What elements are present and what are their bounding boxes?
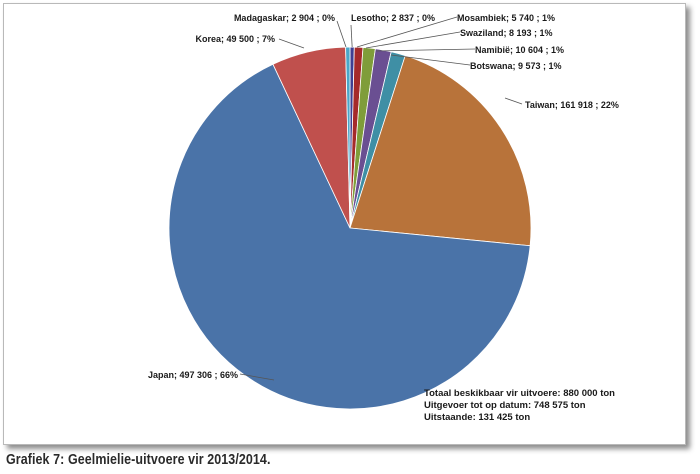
slice-label: Lesotho; 2 837 ; 0% <box>351 13 435 23</box>
leader-line <box>239 373 275 381</box>
leader-line <box>336 20 347 48</box>
pie-chart: Lesotho; 2 837 ; 0% Mosambiek; 5 740 ; 1%… <box>148 13 619 423</box>
leader-line <box>356 16 458 48</box>
pie-slice-madagaskar <box>345 46 351 229</box>
slice-label: Korea; 49 500 ; 7% <box>195 34 275 44</box>
slice-label: Namibië; 10 604 ; 1% <box>475 45 564 55</box>
slice-label: Madagaskar; 2 904 ; 0% <box>234 13 335 23</box>
summary-line: Totaal beskikbaar vir uitvoere: 880 000 … <box>424 388 615 399</box>
leader-line <box>278 38 305 49</box>
slice-label: Taiwan; 161 918 ; 22% <box>525 100 619 110</box>
pie-slices <box>168 46 532 410</box>
slice-labels: Lesotho; 2 837 ; 0% Mosambiek; 5 740 ; 1%… <box>148 13 619 380</box>
leader-line <box>375 48 476 52</box>
pie-slice-taiwan <box>349 55 532 247</box>
leader-lines <box>239 16 523 381</box>
leader-line <box>390 54 471 66</box>
chart-frame: Lesotho; 2 837 ; 0% Mosambiek; 5 740 ; 1%… <box>3 3 686 445</box>
leader-line <box>350 24 353 48</box>
summary-box: Totaal beskikbaar vir uitvoere: 880 000 … <box>424 388 615 423</box>
summary-line: Uitstaande: 131 425 ton <box>424 412 530 423</box>
summary-line: Uitgevoer tot op datum: 748 575 ton <box>424 400 586 411</box>
slice-label: Swaziland; 8 193 ; 1% <box>460 28 553 38</box>
slice-label: Japan; 497 306 ; 66% <box>148 370 238 380</box>
leader-line <box>504 97 523 105</box>
slice-label: Mosambiek; 5 740 ; 1% <box>457 13 555 23</box>
figure-caption: Grafiek 7: Geelmielie-uitvoere vir 2013/… <box>6 452 271 468</box>
slice-label: Botswana; 9 573 ; 1% <box>470 61 562 71</box>
leader-line <box>365 31 461 49</box>
pie-slice-japan <box>168 63 531 410</box>
